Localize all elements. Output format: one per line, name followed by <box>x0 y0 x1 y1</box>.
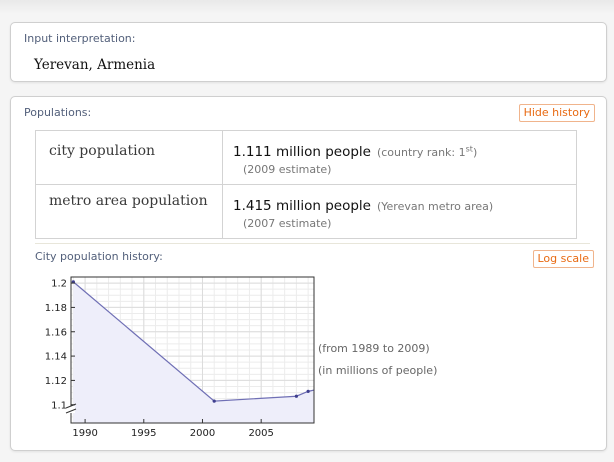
series-area <box>73 281 314 423</box>
hide-history-button[interactable]: Hide history <box>518 104 595 122</box>
axis-break-gap <box>67 406 75 413</box>
plot-frame <box>70 276 315 424</box>
population-history-chart: 1990 1995 2000 2005 1.1 1.12 1.14 1.16 1.18 1.2 <box>45 276 315 439</box>
metro-population-estimate: (2007 estimate) <box>243 217 332 230</box>
city-population-estimate: (2009 estimate) <box>243 163 332 176</box>
city-population-label: city population <box>35 130 223 185</box>
x-tick-label: 1995 <box>131 428 156 439</box>
chart-units-note: (in millions of people) <box>318 364 438 377</box>
city-population-value-cell: 1.111 million people (country rank: 1st) … <box>222 130 577 185</box>
y-tick-label: 1.18 <box>45 303 67 314</box>
country-rank-sup: st <box>465 144 473 154</box>
x-tick-label: 2000 <box>190 428 215 439</box>
table-row: metro area population 1.415 million peop… <box>35 184 577 239</box>
metro-population-label: metro area population <box>35 184 223 239</box>
country-rank: (country rank: 1st) <box>376 144 478 159</box>
populations-table: city population 1.111 million people (cou… <box>35 130 577 239</box>
subpod-divider <box>35 243 590 244</box>
metro-population-value: 1.415 million people <box>233 198 371 214</box>
x-tick-label: 2005 <box>248 428 273 439</box>
input-interpretation-title: Input interpretation: <box>24 32 136 45</box>
city-population-value: 1.111 million people <box>233 144 371 160</box>
axis-break-mark <box>65 408 77 414</box>
country-rank-prefix: (country rank: 1 <box>376 146 466 159</box>
chart-range-note: (from 1989 to 2009) <box>318 342 430 355</box>
input-interpretation-value: Yerevan, Armenia <box>34 57 156 73</box>
data-point <box>212 399 216 403</box>
populations-pod: Populations: Hide history city populatio… <box>10 96 607 451</box>
population-history-title: City population history: <box>35 250 163 263</box>
data-point <box>306 389 310 393</box>
y-tick-label: 1.2 <box>51 279 67 290</box>
input-interpretation-pod: Input interpretation: Yerevan, Armenia <box>10 22 607 82</box>
top-bar <box>0 0 614 14</box>
y-tick-label: 1.12 <box>45 376 67 387</box>
log-scale-button[interactable]: Log scale <box>532 250 594 268</box>
axis-break-mark <box>65 403 77 409</box>
data-point <box>294 394 298 398</box>
y-tick-label: 1.1 <box>51 400 67 411</box>
populations-title: Populations: <box>24 106 92 119</box>
x-tick-label: 1990 <box>72 428 97 439</box>
country-rank-suffix: ) <box>472 146 478 159</box>
metro-area-detail: (Yerevan metro area) <box>376 200 494 213</box>
metro-population-value-cell: 1.415 million people (Yerevan metro area)… <box>222 184 577 239</box>
y-tick-label: 1.16 <box>45 327 67 338</box>
table-row: city population 1.111 million people (cou… <box>35 130 577 185</box>
y-tick-label: 1.14 <box>45 352 67 363</box>
